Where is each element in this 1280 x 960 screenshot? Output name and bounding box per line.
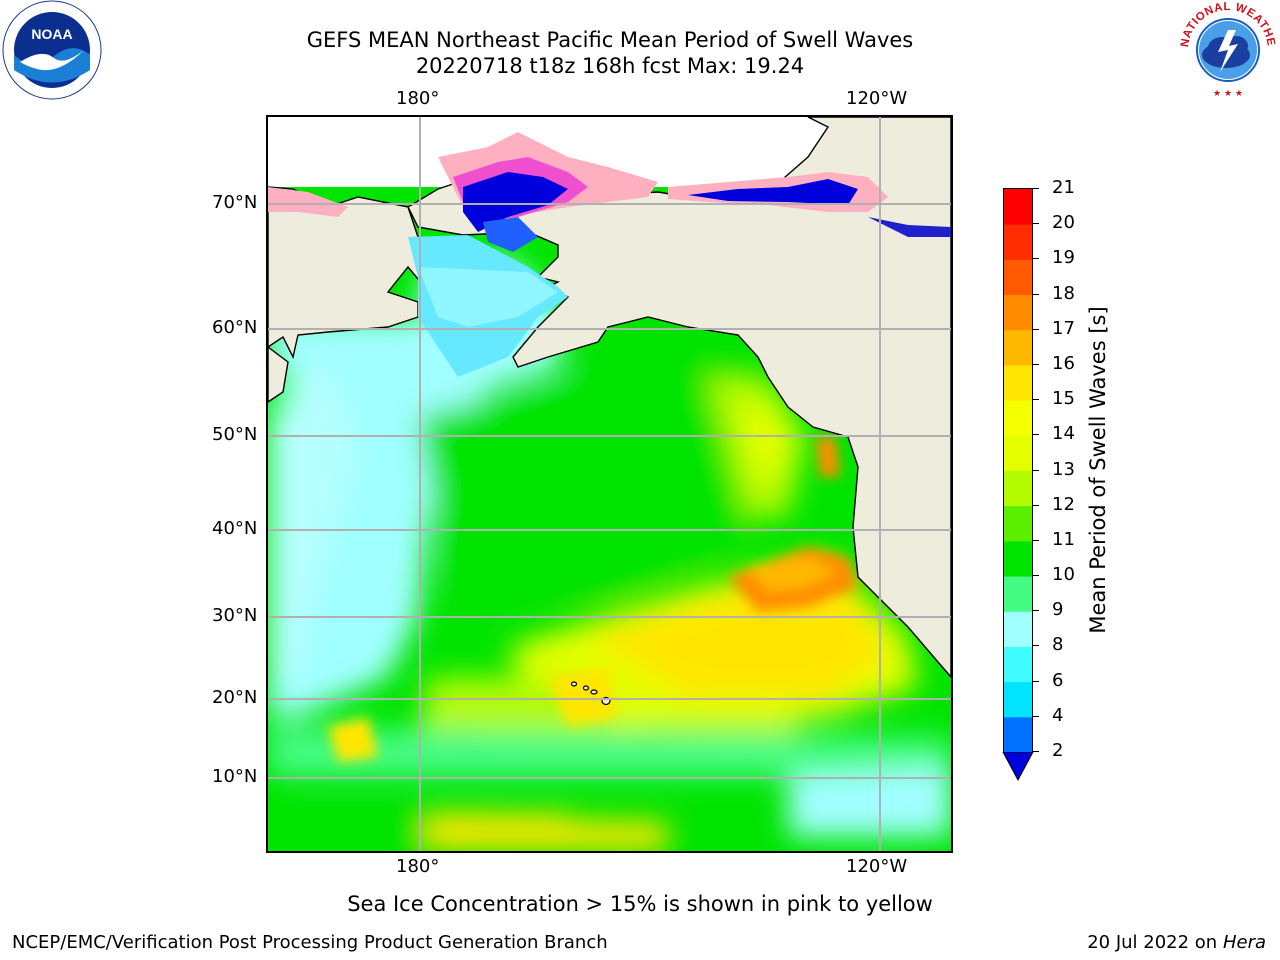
lon-label-top-120w: 120°W [846,88,908,109]
lat-label-10n: 10°N [212,766,258,787]
colorbar-tick-label: 20 [1052,212,1075,234]
chart-title: GEFS MEAN Northeast Pacific Mean Period … [306,28,914,52]
colorbar-tick-label: 13 [1052,458,1075,480]
sea-ice [268,132,951,252]
colorbar-tick-label: 17 [1052,317,1075,339]
nws-logo: NATIONAL WEATHER SERVICE ★ ★ ★ [1174,0,1278,100]
svg-text:★ ★ ★: ★ ★ ★ [1213,89,1243,99]
lat-label-20n: 20°N [212,687,258,708]
lon-label-top-180: 180° [396,88,440,109]
colorbar-tick-mark [1033,469,1039,471]
colorbar-tick-mark [1033,715,1039,717]
swell-period-map [268,117,951,851]
footer-right: 20 Jul 2022 on Hera [1087,932,1266,953]
colorbar-tick-label: 11 [1052,528,1075,550]
colorbar-band [1004,400,1032,436]
colorbar-band [1004,294,1032,331]
colorbar-band [1004,646,1032,683]
colorbar-band [1004,611,1032,647]
colorbar-extend-arrow [1002,752,1034,782]
colorbar-tick-label: 4 [1052,704,1064,726]
footer-left: NCEP/EMC/Verification Post Processing Pr… [12,932,608,953]
colorbar-bands [1004,189,1032,752]
colorbar-band [1004,435,1032,471]
colorbar-band [1004,681,1032,718]
footer-date: 20 Jul 2022 on [1087,932,1223,953]
colorbar-tick-label: 21 [1052,177,1075,198]
colorbar-tick-label: 15 [1052,388,1075,410]
colorbar-band [1004,716,1032,752]
sea-ice-note: Sea Ice Concentration > 15% is shown in … [347,892,933,916]
colorbar-tick-mark [1033,293,1039,295]
noaa-logo: NOAA [2,0,102,100]
colorbar-tick-label: 16 [1052,352,1075,374]
colorbar-tick-label: 12 [1052,493,1075,515]
colorbar-tick-mark [1033,575,1039,577]
lat-label-50n: 50°N [212,424,258,445]
colorbar-band [1004,470,1032,507]
colorbar-band [1004,224,1032,260]
colorbar-tick-mark [1033,434,1039,436]
colorbar-tick-mark [1033,258,1039,260]
colorbar-tick-mark [1033,504,1039,506]
colorbar-tick-label: 19 [1052,247,1075,269]
colorbar-title: Mean Period of Swell Waves [s] [1086,306,1110,634]
lon-label-bottom-180: 180° [396,856,440,877]
colorbar-tick-mark [1033,188,1039,189]
chart-subtitle: 20220718 t18z 168h fcst Max: 19.24 [415,54,805,78]
colorbar-band [1004,259,1032,296]
map-panel [266,115,953,853]
colorbar-tick-mark [1033,363,1039,365]
colorbar-band [1004,329,1032,366]
lat-label-30n: 30°N [212,605,258,626]
colorbar-tick-mark [1033,328,1039,330]
lat-label-40n: 40°N [212,518,258,539]
colorbar-tick-label: 8 [1052,634,1064,656]
colorbar-tick-label: 14 [1052,423,1075,445]
lat-label-60n: 60°N [212,317,258,338]
colorbar-band [1004,540,1032,577]
colorbar-tick-label: 9 [1052,599,1064,621]
colorbar-tick-label: 10 [1052,564,1075,586]
colorbar-tick-mark [1033,223,1039,225]
lat-label-70n: 70°N [212,192,258,213]
colorbar [1003,188,1033,753]
colorbar-tick-mark [1033,751,1039,752]
footer-host: Hera [1222,932,1266,953]
colorbar-band [1004,576,1032,612]
colorbar-tick-mark [1033,645,1039,647]
colorbar-tick-label: 2 [1052,740,1064,761]
colorbar-tick-label: 6 [1052,669,1064,691]
colorbar-tick-mark [1033,399,1039,401]
colorbar-band [1004,189,1032,225]
colorbar-tick-mark [1033,610,1039,612]
colorbar-band [1004,505,1032,542]
colorbar-tick-mark [1033,539,1039,541]
colorbar-tick-label: 18 [1052,282,1075,304]
graticule [268,117,951,851]
noaa-logo-text: NOAA [31,26,72,42]
colorbar-tick-mark [1033,680,1039,682]
lon-label-bottom-120w: 120°W [846,856,908,877]
colorbar-band [1004,364,1032,401]
